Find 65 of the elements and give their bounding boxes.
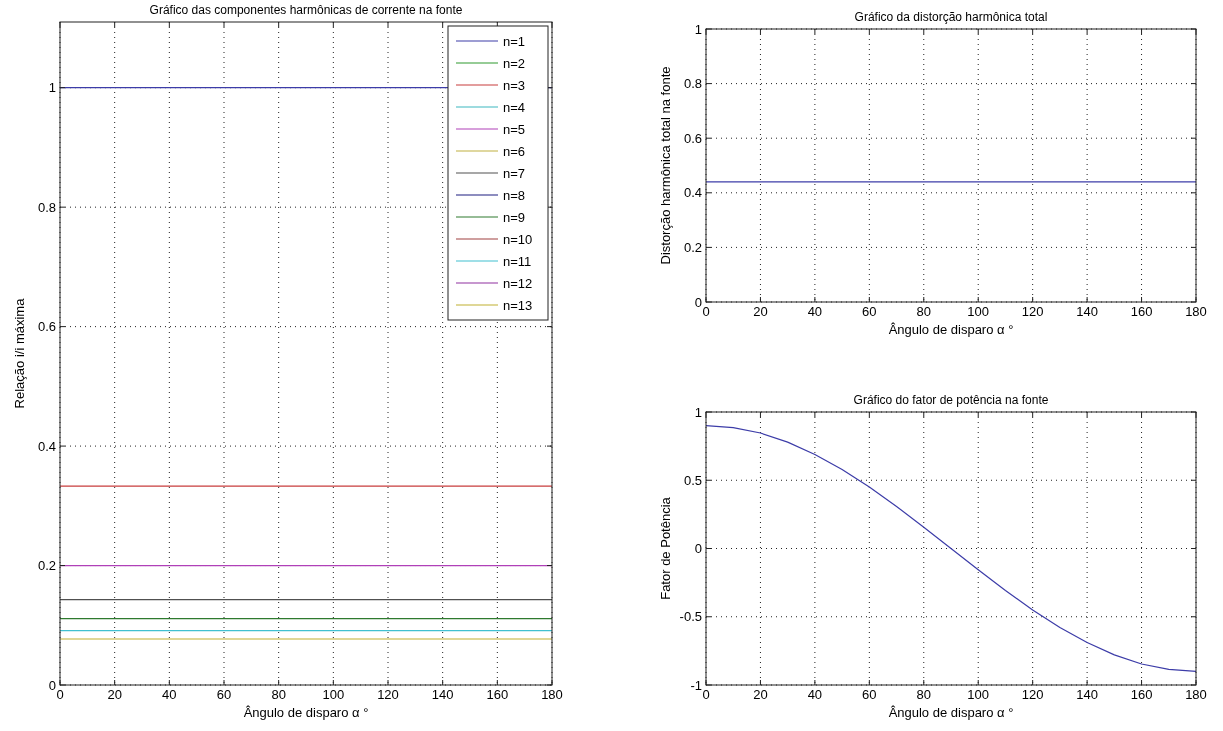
y-tick-label: 1 xyxy=(694,21,702,37)
y-tick-label: -1 xyxy=(690,677,702,693)
x-tick-label: 60 xyxy=(862,687,877,702)
x-tick-label: 180 xyxy=(1185,687,1207,702)
x-axis-title: Ângulo de disparo α ° xyxy=(888,705,1014,720)
legend-label: n=8 xyxy=(503,187,526,203)
legend-label: n=11 xyxy=(503,253,532,269)
x-tick-label: 140 xyxy=(1076,687,1098,702)
x-tick-label: 180 xyxy=(541,687,563,702)
legend-label: n=5 xyxy=(503,121,526,137)
y-tick-label: 0.6 xyxy=(683,130,702,146)
legend-label: n=1 xyxy=(503,33,526,49)
x-tick-label: 40 xyxy=(162,687,177,702)
y-axis-title: Fator de Potência xyxy=(658,496,673,600)
x-tick-label: 180 xyxy=(1185,304,1207,319)
x-tick-label: 20 xyxy=(753,687,768,702)
x-tick-label: 100 xyxy=(967,687,990,702)
x-tick-label: 120 xyxy=(377,687,399,702)
y-tick-label: 0 xyxy=(694,541,702,557)
line-series xyxy=(705,425,1197,672)
chart-title: Gráfico do fator de potência na fonte xyxy=(853,393,1049,407)
x-tick-label: 40 xyxy=(807,687,823,702)
y-tick-label: 0.4 xyxy=(683,185,702,201)
x-tick-label: 160 xyxy=(486,687,509,702)
x-tick-label: 160 xyxy=(1130,304,1153,319)
y-tick-label: 0.4 xyxy=(37,438,56,454)
x-tick-label: 140 xyxy=(1076,304,1098,319)
y-axis-title: Relação i/i máxima xyxy=(12,297,27,409)
x-tick-label: 160 xyxy=(1130,687,1153,702)
x-tick-label: 60 xyxy=(216,687,232,702)
x-axis-title: Ângulo de disparo α ° xyxy=(888,322,1014,337)
y-tick-label: 0.2 xyxy=(683,239,702,255)
x-tick-label: 140 xyxy=(431,687,454,702)
legend-label: n=6 xyxy=(503,143,526,159)
x-tick-label: 80 xyxy=(916,687,932,702)
x-tick-label: 20 xyxy=(753,304,768,319)
y-tick-label: 0.2 xyxy=(37,558,56,574)
y-tick-label: -0.5 xyxy=(679,609,702,625)
x-tick-label: 120 xyxy=(1021,304,1044,319)
x-tick-label: 40 xyxy=(807,304,823,319)
x-tick-label: 100 xyxy=(322,687,345,702)
x-tick-label: 120 xyxy=(1021,687,1044,702)
legend-label: n=4 xyxy=(503,99,526,115)
x-tick-label: 100 xyxy=(967,304,990,319)
y-tick-label: 1 xyxy=(694,404,702,420)
legend-label: n=2 xyxy=(503,55,526,71)
y-tick-label: 0.6 xyxy=(37,319,56,335)
y-tick-label: 0.8 xyxy=(37,199,56,215)
x-tick-label: 20 xyxy=(107,687,122,702)
y-tick-label: 0.8 xyxy=(683,76,702,92)
chart-title: Gráfico da distorção harmônica total xyxy=(854,10,1048,24)
y-tick-label: 1 xyxy=(48,80,56,96)
x-tick-label: 80 xyxy=(916,304,932,319)
x-tick-label: 80 xyxy=(271,687,286,702)
x-tick-label: 60 xyxy=(862,304,877,319)
legend-label: n=13 xyxy=(503,297,533,313)
legend-label: n=12 xyxy=(503,275,533,291)
legend-label: n=9 xyxy=(503,209,526,225)
legend-label: n=7 xyxy=(503,165,526,181)
chart-title: Gráfico das componentes harmônicas de corrente na fonte xyxy=(149,3,463,17)
y-tick-label: 0.5 xyxy=(683,472,702,488)
y-axis-title: Distorção harmônica total na fonte xyxy=(658,66,673,265)
x-axis-title: Ângulo de disparo α ° xyxy=(243,705,369,720)
legend-label: n=10 xyxy=(503,231,533,247)
legend-label: n=3 xyxy=(503,77,526,93)
